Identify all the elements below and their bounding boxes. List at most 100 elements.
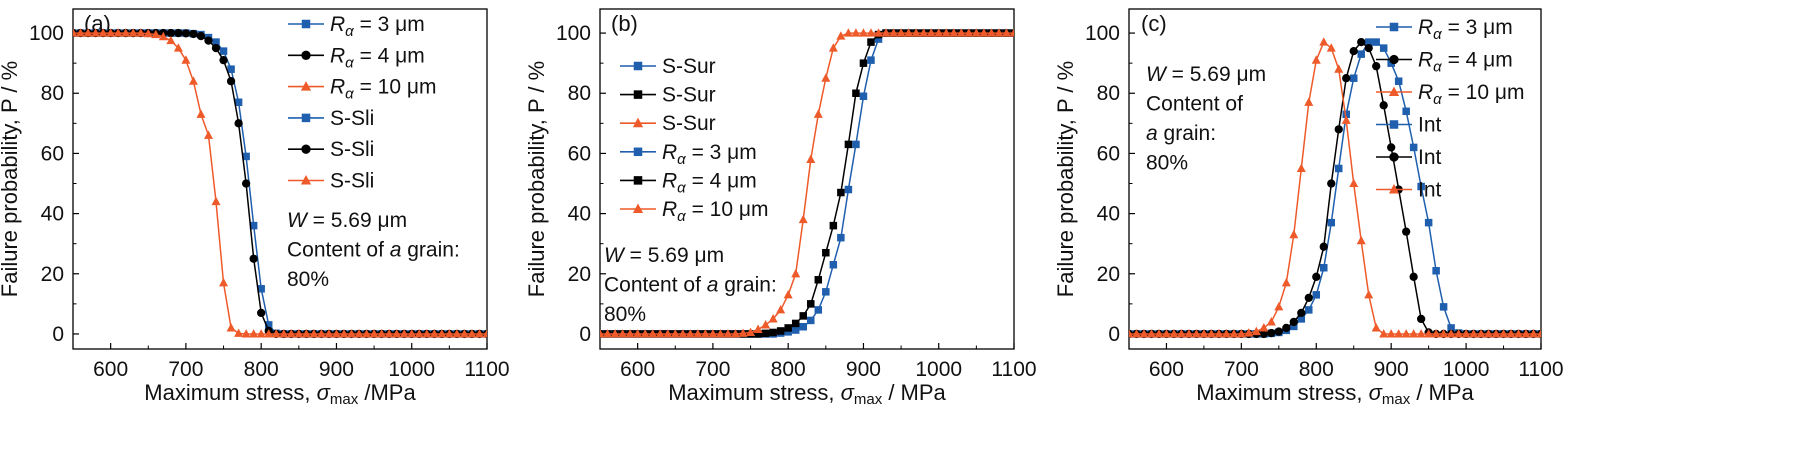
data-point [1356, 235, 1366, 245]
data-point [1529, 329, 1539, 338]
y-tick-label: 60 [41, 142, 64, 165]
legend-marker [632, 203, 644, 214]
legend-entry: Rα = 10 μm [620, 198, 768, 225]
data-point [1281, 277, 1291, 287]
data-point [422, 329, 432, 338]
data-point [941, 28, 951, 37]
data-point [1476, 329, 1486, 338]
data-point [1009, 28, 1014, 37]
data-point [836, 31, 846, 40]
panel-label: (b) [611, 11, 638, 36]
data-point [166, 35, 176, 45]
y-tick-label: 60 [1097, 142, 1120, 165]
data-point [640, 329, 650, 338]
data-point [174, 28, 183, 38]
legend-entry: Rα = 3 μm [620, 141, 757, 168]
legend-marker [1389, 54, 1399, 65]
data-point [1402, 227, 1411, 236]
data-point [754, 330, 762, 338]
legend-entry: S-Sur [620, 55, 716, 78]
data-point [799, 322, 807, 331]
data-point [1305, 306, 1313, 314]
data-point [414, 329, 424, 338]
data-point [113, 28, 123, 37]
data-point [761, 320, 771, 329]
data-point [257, 308, 266, 318]
legend-label: S-Sli [330, 107, 374, 130]
x-tick-label: 1000 [388, 358, 435, 381]
data-point [1169, 329, 1179, 338]
data-point [655, 329, 665, 338]
data-point [986, 28, 996, 37]
data-point [1424, 329, 1434, 338]
data-point [316, 329, 326, 338]
legend-label: Rα = 4 μm [662, 169, 757, 196]
data-point [874, 35, 883, 43]
annotation-line: 80% [287, 268, 329, 291]
data-point [633, 329, 643, 338]
data-point [1297, 308, 1306, 318]
data-point [1274, 327, 1283, 336]
data-point [286, 329, 296, 338]
data-point [1289, 229, 1299, 239]
data-point [309, 329, 319, 338]
data-point [158, 31, 168, 41]
data-point [1266, 317, 1276, 326]
y-tick-label: 40 [1097, 203, 1120, 226]
legend-label: Rα = 3 μm [662, 141, 757, 168]
x-tick-label: 1000 [1443, 358, 1490, 381]
data-point [1514, 329, 1524, 338]
data-point [852, 89, 860, 97]
annotation-line: W = 5.69 μm [1146, 63, 1266, 86]
annotation-line: Content of a grain: [604, 274, 777, 297]
data-point [444, 329, 454, 338]
data-point [670, 329, 680, 338]
data-point [625, 329, 635, 338]
data-point [1439, 329, 1449, 338]
legend-entry: Rα = 3 μm [1376, 16, 1513, 43]
legend-entry: Rα = 10 μm [1376, 81, 1524, 108]
data-point [776, 327, 785, 335]
data-point [693, 329, 703, 338]
legend-label: Rα = 10 μm [662, 198, 768, 225]
y-tick-label: 40 [568, 203, 591, 226]
data-point [369, 329, 379, 338]
data-point [76, 28, 86, 37]
data-point [829, 221, 838, 230]
data-point [1364, 38, 1373, 46]
data-point [761, 329, 770, 338]
data-point [911, 28, 921, 37]
annotation-line: Content of a grain: [287, 239, 460, 262]
data-point [700, 329, 710, 338]
legend-entry: Rα = 4 μm [620, 169, 757, 196]
data-point [1387, 143, 1396, 152]
data-point [1184, 329, 1194, 338]
data-point [1229, 329, 1239, 338]
data-point [874, 28, 884, 37]
legend-entry: Rα = 3 μm [288, 13, 425, 40]
data-point [98, 28, 108, 37]
data-point [1499, 329, 1509, 338]
legend-marker [1388, 86, 1400, 97]
data-point [1431, 329, 1441, 338]
data-point [822, 288, 830, 296]
data-point [843, 28, 853, 37]
x-tick-label: 1100 [1518, 358, 1563, 381]
data-point [219, 277, 229, 287]
data-point [1312, 291, 1321, 299]
data-point [234, 328, 244, 337]
data-point [188, 76, 198, 85]
legend-entry: S-Sur [620, 84, 716, 107]
data-point [1394, 77, 1403, 85]
data-point [1364, 43, 1373, 53]
x-tick-label: 700 [695, 358, 730, 381]
data-point [1304, 97, 1314, 106]
data-point [618, 329, 628, 338]
data-point [791, 268, 801, 278]
data-point [1221, 329, 1231, 338]
data-point [1267, 328, 1276, 338]
data-point [867, 38, 875, 46]
data-point [83, 28, 93, 37]
data-point [241, 179, 251, 188]
data-point [1161, 329, 1171, 338]
